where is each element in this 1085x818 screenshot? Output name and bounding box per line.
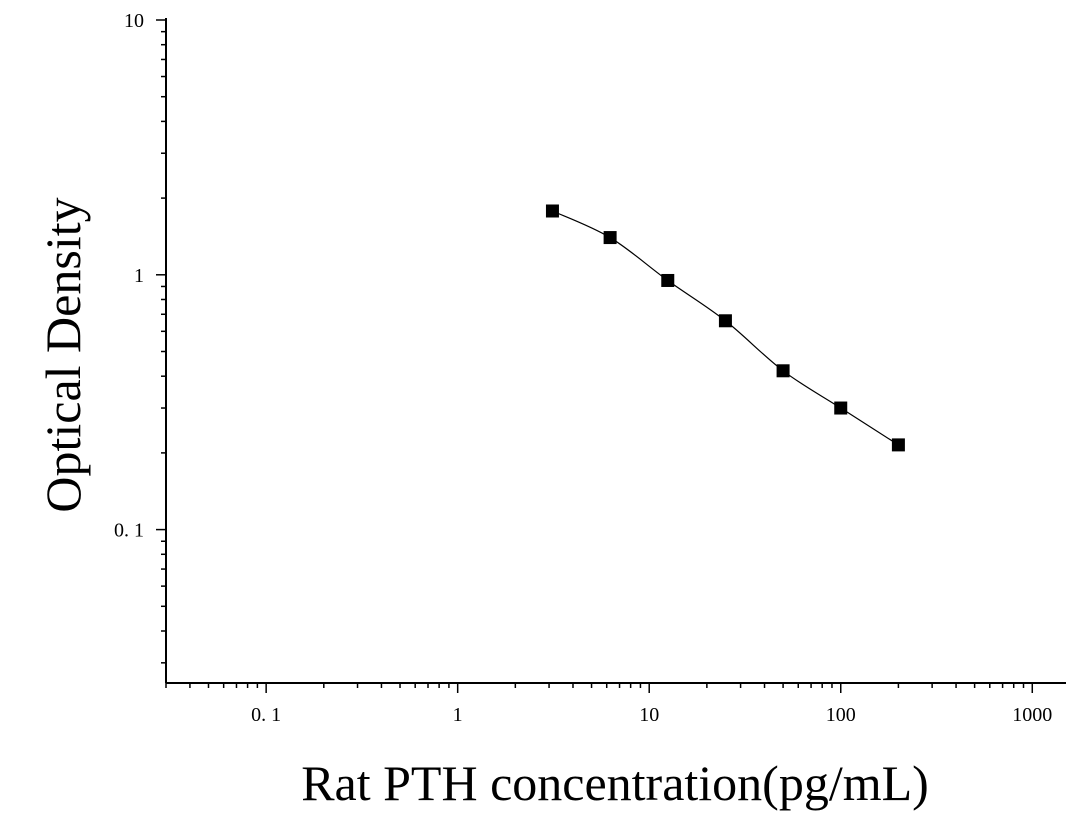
x-tick-label: 10 [639,704,659,726]
data-point [718,314,732,328]
y-tick-label: 1 [134,265,144,287]
data-points [545,204,905,452]
data-point [776,364,790,378]
x-tick-label: 100 [826,704,856,726]
axis-ticks: 0. 1 1 10 100 1000 0. 1 1 10 [114,10,1052,726]
data-point [891,438,905,452]
x-tick-label: 0. 1 [251,704,281,726]
data-point [661,273,675,287]
x-tick-label: 1 [453,704,463,726]
x-tick-label: 1000 [1012,704,1052,726]
data-point [603,231,617,245]
x-axis-title: Rat PTH concentration(pg/mL) [301,755,929,811]
y-tick-label: 0. 1 [114,520,144,542]
y-axis-title: Optical Density [35,197,91,512]
data-point [834,401,848,415]
axes [165,18,1066,684]
y-tick-label: 10 [124,10,144,32]
data-point [545,204,559,218]
